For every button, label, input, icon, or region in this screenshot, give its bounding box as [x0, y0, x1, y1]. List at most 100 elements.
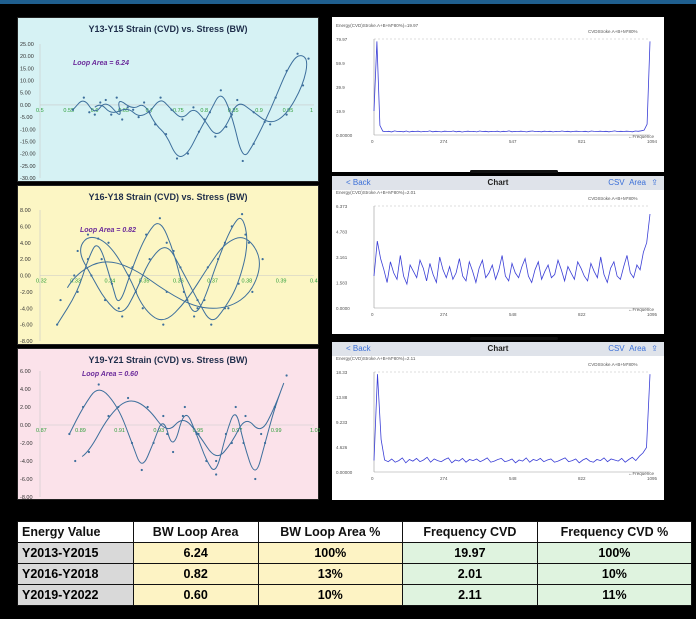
loop-data-point [296, 52, 299, 55]
loop-series-line [72, 55, 308, 157]
loop-data-point [110, 282, 114, 285]
loop-data-point [175, 157, 179, 160]
loop-data-point [143, 101, 146, 104]
loop-data-point [285, 374, 288, 377]
loop-data-point [225, 125, 228, 128]
loop-chart-y13-y15-plot: 25.00 20.00 15.00 10.00 5.00 0.00 -5.00 -10.00 -… [20, 42, 314, 182]
share-icon[interactable]: ⇪ [651, 178, 658, 187]
bw-loop-area-pct-cell: 13% [257, 563, 403, 585]
bw-loop-area-cell: 6.24 [132, 542, 259, 564]
loop-data-point [141, 307, 144, 310]
loop-data-point [215, 473, 218, 476]
back-button[interactable]: < Back [346, 178, 371, 187]
loop-data-point [104, 98, 107, 102]
chart-title: Y19-Y21 Strain (CVD) vs. Stress (BW) [88, 355, 248, 365]
y-tick-label: 4.626 [336, 445, 348, 450]
x-tick-label: 0.32 [36, 279, 47, 285]
loop-data-point [217, 258, 220, 261]
y-tick-label: 2.00 [20, 257, 31, 263]
y-tick-label: -2.00 [20, 441, 33, 447]
y-tick-label: 3.161 [336, 255, 348, 260]
back-button[interactable]: < Back [346, 344, 371, 353]
loop-data-point [99, 101, 102, 104]
y-tick-label: 15.00 [20, 66, 34, 72]
loop-data-point [148, 111, 151, 114]
loop-data-point [81, 405, 85, 409]
x-tick-label: 822 [578, 476, 586, 481]
y-tick-label: 19.9 [336, 109, 345, 114]
loop-data-point [130, 441, 134, 445]
y-tick-label: 0.0000 [336, 306, 350, 311]
x-tick-label: 821 [578, 139, 586, 144]
loop-data-point [148, 258, 151, 261]
loop-data-point [121, 315, 124, 318]
loop-data-point [219, 89, 222, 92]
header-energy-value: Energy Value [17, 521, 134, 543]
loop-data-point [203, 298, 206, 302]
energy-summary-table: Energy Value BW Loop Area BW Loop Area %… [17, 521, 693, 606]
y-tick-label: 5.00 [20, 91, 31, 97]
loop-data-point [166, 432, 169, 436]
loop-area-label: Loop Area = 6.24 [73, 60, 129, 67]
frequency-cvd-cell: 2.11 [401, 584, 538, 606]
y-tick-label: 0.00 [20, 103, 31, 109]
x-axis-label: ←Frequence [628, 307, 655, 312]
area-label: Area [629, 178, 646, 187]
loop-data-point [285, 69, 288, 72]
sheet-handle[interactable] [470, 170, 558, 173]
x-tick-label: 0.65 [118, 108, 129, 114]
series-value-label: Energy(CVD)Stroke.A+B+M*80%)=2.01 [336, 190, 416, 195]
y-tick-label: 79.97 [336, 37, 348, 42]
loop-data-point [76, 249, 79, 253]
x-axis-label: ←Frequence [628, 134, 655, 139]
x-tick-label: 0 [371, 312, 374, 317]
loop-data-point [242, 441, 245, 445]
loop-data-point [260, 432, 263, 436]
csv-area-button[interactable]: CSV Area [608, 178, 646, 187]
loop-chart-y16-y18-plot: 8.00 6.00 4.00 2.00 0.00 -2.00 -4.00 -6.00 -8.00… [20, 208, 318, 345]
x-tick-label: 548 [509, 476, 517, 481]
loop-data-point [162, 414, 165, 418]
loop-series-line [68, 382, 285, 471]
loop-data-point [171, 450, 175, 454]
frequency-chart-3-plot: Energy(CVD)Stroke.A+B+M*80%)=2.11 CVDStro… [336, 356, 658, 481]
loop-data-point [244, 233, 247, 236]
loop-data-point [127, 274, 131, 277]
loop-data-point [269, 123, 272, 126]
table-header-row: Energy Value BW Loop Area BW Loop Area %… [17, 521, 693, 543]
sheet-handle[interactable] [470, 337, 558, 340]
loop-data-point [107, 241, 110, 244]
x-tick-label: 0.36 [173, 279, 184, 285]
loop-data-point [186, 298, 189, 302]
y-tick-label: 13.88 [336, 395, 348, 400]
y-tick-label: -8.00 [20, 495, 33, 501]
loop-data-point [263, 120, 266, 124]
loop-data-point [227, 307, 230, 310]
csv-area-button[interactable]: CSV Area [608, 344, 646, 353]
y-tick-label: -4.00 [20, 306, 33, 312]
y-tick-label: -6.00 [20, 323, 33, 329]
loop-data-point [273, 405, 276, 409]
loop-data-point [192, 106, 195, 109]
y-tick-label: 0.00 [20, 274, 31, 280]
x-tick-label: 0.99 [271, 428, 282, 434]
y-tick-label: 39.9 [336, 85, 345, 90]
loop-data-point [82, 96, 85, 99]
share-icon[interactable]: ⇪ [651, 344, 658, 353]
loop-area-label: Loop Area = 0.60 [82, 371, 138, 378]
loop-chart-y16-y18: 8.00 6.00 4.00 2.00 0.00 -2.00 -4.00 -6.00 -8.00… [17, 185, 319, 345]
frequency-chart-3: < Back Chart CSV Area ⇪ Energy(CVD)Strok… [332, 342, 664, 500]
loop-data-point [146, 405, 149, 409]
loop-data-point [126, 106, 129, 109]
legend-label: CVDStroke.A+B+M*80% [588, 29, 638, 34]
loop-chart-y19-y21: 6.00 4.00 2.00 0.00 -2.00 -4.00 -6.00 -8.00 0.87… [17, 348, 320, 501]
frequency-chart-2-plot: Energy(CVD)Stroke.A+B+M*80%)=2.01 CVDStro… [336, 190, 658, 317]
y-tick-label: -25.00 [20, 164, 36, 170]
header-bw-loop-area-pct: BW Loop Area % [257, 521, 403, 543]
frequency-chart-1: Energy(CVD)Stroke.A+B+M*80%)=19.97 CVDStr… [332, 17, 664, 172]
loop-data-point [195, 432, 198, 436]
loop-area-label: Loop Area = 0.82 [80, 227, 136, 234]
loop-data-point [165, 241, 168, 244]
y-tick-label: -5.00 [20, 115, 33, 121]
loop-data-point [197, 432, 200, 436]
